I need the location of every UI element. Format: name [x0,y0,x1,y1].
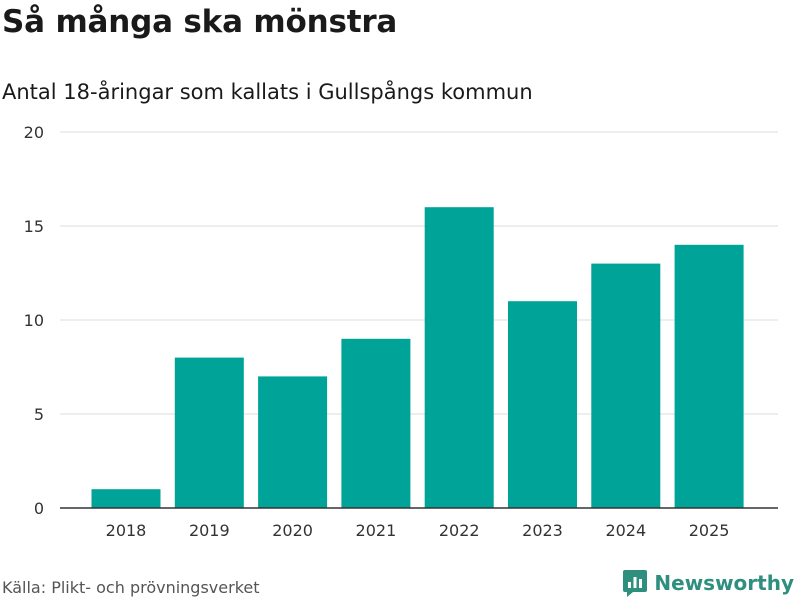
bar-2024 [591,263,661,508]
x-tick-label-2022: 2022 [439,521,480,540]
bar-2022 [424,207,494,508]
y-tick-label: 20 [24,123,44,142]
y-tick-label: 10 [24,311,44,330]
bar-2023 [508,301,577,508]
bar-2025 [674,244,744,509]
bar-2019 [174,357,244,508]
x-tick-label-2018: 2018 [106,521,147,540]
bar-2018 [91,489,161,508]
bar-2020 [258,376,328,508]
x-tick-label-2023: 2023 [522,521,563,540]
x-tick-label-2020: 2020 [272,521,313,540]
y-tick-label: 15 [24,217,44,236]
chart-subtitle: Antal 18-åringar som kallats i Gullspång… [2,80,533,104]
brand-logo: Newsworthy [622,568,794,598]
newsworthy-logo-icon [623,570,648,597]
x-tick-label-2021: 2021 [356,521,397,540]
chart-title: Så många ska mönstra [2,4,398,40]
y-tick-label: 0 [34,499,44,518]
y-tick-label: 5 [34,405,44,424]
brand-name: Newsworthy [654,571,794,595]
gridlines [60,131,778,415]
bars [91,207,744,509]
bar-chart: 0 5 10 15 20 2018 2019 2020 2021 2022 2023 2024 2025 [24,123,778,540]
bar-2021 [341,338,411,508]
x-tick-label-2019: 2019 [189,521,230,540]
axes: 0 5 10 15 20 2018 2019 2020 2021 2022 2023 2024 2025 [24,123,778,540]
source-note: Källa: Plikt- och prövningsverket [2,578,260,597]
x-tick-label-2024: 2024 [605,521,646,540]
x-tick-label-2025: 2025 [689,521,730,540]
